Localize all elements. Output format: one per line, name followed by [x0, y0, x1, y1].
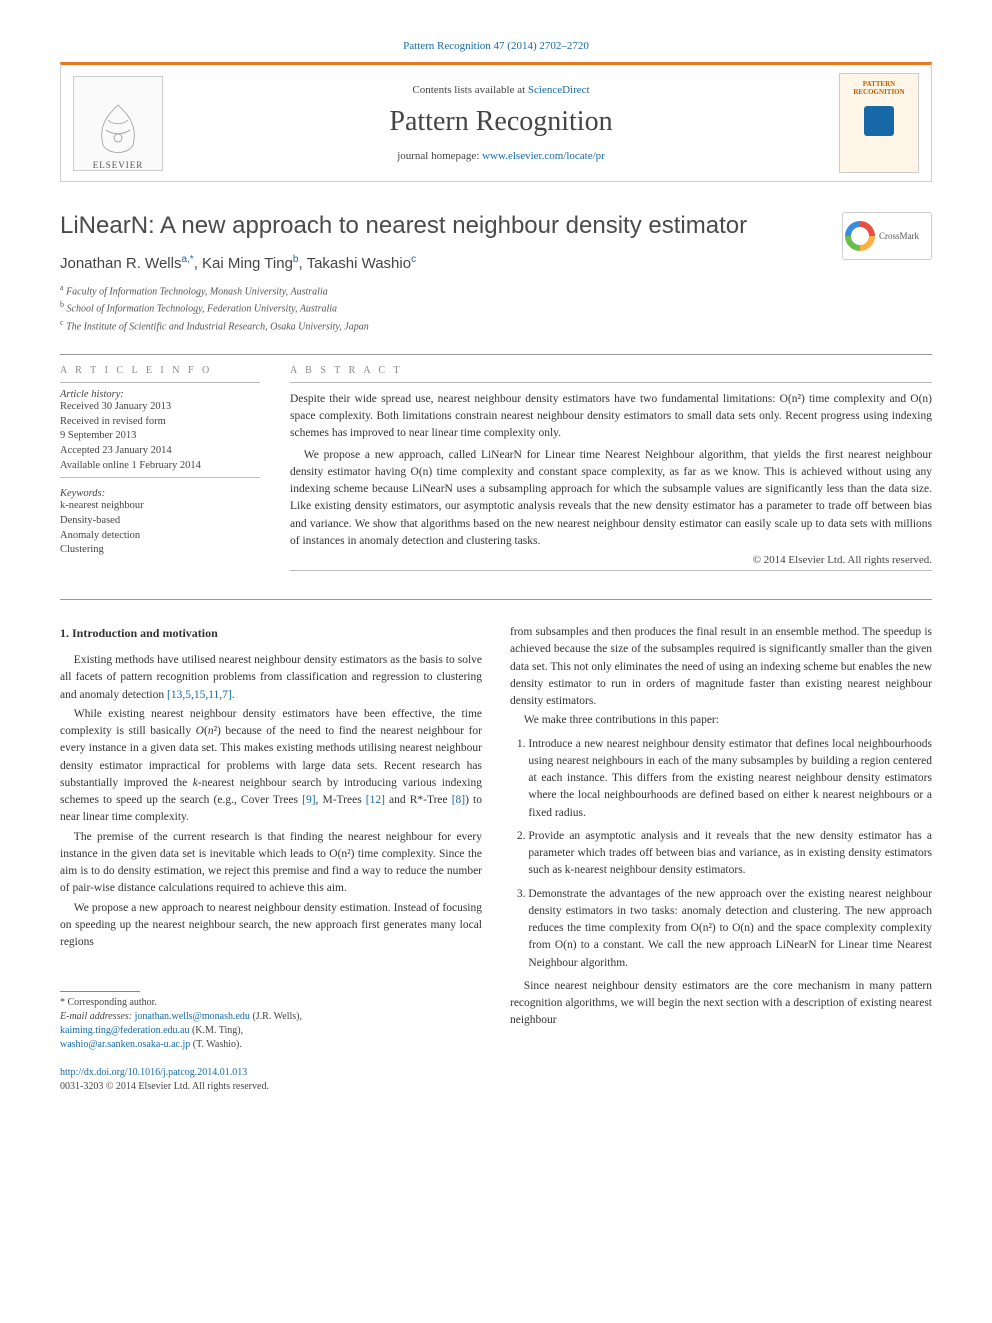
- body-para: from subsamples and then produces the fi…: [510, 624, 932, 710]
- body-para: Existing methods have utilised nearest n…: [60, 652, 482, 704]
- abstract-para: Despite their wide spread use, nearest n…: [290, 391, 932, 443]
- keyword: Anomaly detection: [60, 529, 260, 544]
- journal-title: Pattern Recognition: [163, 106, 839, 138]
- body-two-column: 1. Introduction and motivation Existing …: [60, 624, 932, 1094]
- cover-icon: [864, 106, 894, 136]
- section-heading: 1. Introduction and motivation: [60, 624, 482, 642]
- homepage-link[interactable]: www.elsevier.com/locate/pr: [482, 150, 605, 162]
- author-name: Kai Ming Ting: [202, 255, 293, 272]
- affil-text: Faculty of Information Technology, Monas…: [66, 286, 328, 297]
- contribution-item: Demonstrate the advantages of the new ap…: [528, 886, 932, 972]
- history-item: Available online 1 February 2014: [60, 459, 260, 474]
- abstract-para: We propose a new approach, called LiNear…: [290, 447, 932, 551]
- authors-line: Jonathan R. Wellsa,*, Kai Ming Tingb, Ta…: [60, 254, 932, 272]
- affil-text: The Institute of Scientific and Industri…: [66, 321, 369, 332]
- affiliation: b School of Information Technology, Fede…: [60, 299, 932, 316]
- affil-sup: c: [60, 318, 64, 327]
- crossmark-label: CrossMark: [879, 231, 919, 241]
- abstract-heading: A B S T R A C T: [290, 365, 932, 376]
- elsevier-label: ELSEVIER: [93, 160, 144, 170]
- history-item: 9 September 2013: [60, 429, 260, 444]
- elsevier-logo: ELSEVIER: [73, 76, 163, 171]
- contribution-item: Provide an asymptotic analysis and it re…: [528, 828, 932, 880]
- header-center: Contents lists available at ScienceDirec…: [163, 84, 839, 162]
- history-item: Accepted 23 January 2014: [60, 444, 260, 459]
- author-sup: a,*: [181, 254, 193, 265]
- footnotes: * Corresponding author. E-mail addresses…: [60, 991, 482, 1094]
- cover-title: PATTERN RECOGNITION: [840, 80, 918, 96]
- email-who: (J.R. Wells): [252, 1011, 299, 1022]
- keyword: Density-based: [60, 514, 260, 529]
- email-label: E-mail addresses:: [60, 1011, 135, 1022]
- doi-link[interactable]: http://dx.doi.org/10.1016/j.patcog.2014.…: [60, 1067, 247, 1078]
- body-para: We propose a new approach to nearest nei…: [60, 900, 482, 952]
- body-para: While existing nearest neighbour density…: [60, 706, 482, 827]
- abstract-text: Despite their wide spread use, nearest n…: [290, 391, 932, 550]
- journal-header-box: ELSEVIER Contents lists available at Sci…: [60, 62, 932, 182]
- citation-header: Pattern Recognition 47 (2014) 2702–2720: [60, 40, 932, 52]
- author-name: Jonathan R. Wells: [60, 255, 181, 272]
- keywords-label: Keywords:: [60, 488, 260, 499]
- contribution-item: Introduce a new nearest neighbour densit…: [528, 736, 932, 822]
- corresponding-note: * Corresponding author.: [60, 996, 482, 1010]
- section-rule: [60, 354, 932, 355]
- keyword: Clustering: [60, 543, 260, 558]
- contents-line: Contents lists available at ScienceDirec…: [163, 84, 839, 96]
- email-addresses: E-mail addresses: jonathan.wells@monash.…: [60, 1010, 482, 1052]
- article-info-heading: A R T I C L E I N F O: [60, 365, 260, 376]
- homepage-prefix: journal homepage:: [397, 150, 482, 162]
- body-para: We make three contributions in this pape…: [510, 712, 932, 729]
- full-width-rule: [60, 599, 932, 600]
- email-link[interactable]: kaiming.ting@federation.edu.au: [60, 1025, 189, 1036]
- affil-sup: b: [60, 300, 64, 309]
- affiliation: c The Institute of Scientific and Indust…: [60, 317, 932, 334]
- history-item: Received in revised form: [60, 415, 260, 430]
- issn-line: 0031-3203 © 2014 Elsevier Ltd. All right…: [60, 1080, 482, 1094]
- citation-link[interactable]: [13,5,15,11,7]: [167, 689, 232, 701]
- body-para: The premise of the current research is t…: [60, 829, 482, 898]
- affiliation: a Faculty of Information Technology, Mon…: [60, 282, 932, 299]
- citation-link[interactable]: [9]: [302, 794, 315, 806]
- abstract-col: A B S T R A C T Despite their wide sprea…: [290, 365, 932, 579]
- citation-link[interactable]: [12]: [366, 794, 385, 806]
- contribution-list: Introduce a new nearest neighbour densit…: [510, 736, 932, 972]
- body-para: Since nearest neighbour density estimato…: [510, 978, 932, 1030]
- author-sup: c: [411, 254, 416, 265]
- affiliations: a Faculty of Information Technology, Mon…: [60, 282, 932, 334]
- affil-sup: a: [60, 283, 64, 292]
- citation-link[interactable]: Pattern Recognition 47 (2014) 2702–2720: [403, 40, 589, 52]
- doi-block: http://dx.doi.org/10.1016/j.patcog.2014.…: [60, 1066, 482, 1080]
- history-label: Article history:: [60, 389, 260, 400]
- journal-cover-thumb: PATTERN RECOGNITION: [839, 73, 919, 173]
- email-who: (T. Washio): [193, 1039, 240, 1050]
- history-item: Received 30 January 2013: [60, 400, 260, 415]
- homepage-line: journal homepage: www.elsevier.com/locat…: [163, 150, 839, 162]
- crossmark-icon: [845, 221, 875, 251]
- email-link[interactable]: washio@ar.sanken.osaka-u.ac.jp: [60, 1039, 190, 1050]
- keyword: k-nearest neighbour: [60, 499, 260, 514]
- author-sup: b: [293, 254, 299, 265]
- citation-link[interactable]: [8]: [452, 794, 465, 806]
- article-info-col: A R T I C L E I N F O Article history: R…: [60, 365, 260, 579]
- crossmark-badge[interactable]: CrossMark: [842, 212, 932, 260]
- sciencedirect-link[interactable]: ScienceDirect: [528, 84, 590, 96]
- affil-text: School of Information Technology, Federa…: [67, 304, 338, 315]
- email-who: (K.M. Ting): [192, 1025, 241, 1036]
- contents-prefix: Contents lists available at: [412, 84, 527, 96]
- email-link[interactable]: jonathan.wells@monash.edu: [135, 1011, 250, 1022]
- article-title: LiNearN: A new approach to nearest neigh…: [60, 212, 932, 240]
- author-name: Takashi Washio: [307, 255, 412, 272]
- abstract-copyright: © 2014 Elsevier Ltd. All rights reserved…: [290, 554, 932, 566]
